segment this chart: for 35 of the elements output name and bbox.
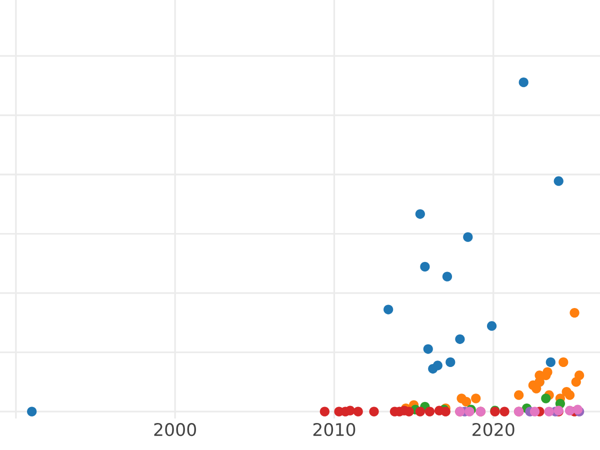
point <box>574 370 584 380</box>
point <box>541 394 551 404</box>
point <box>455 334 465 344</box>
point <box>518 78 528 88</box>
point <box>570 308 580 318</box>
point <box>424 406 435 416</box>
point <box>514 390 524 400</box>
point <box>27 406 37 416</box>
point <box>554 176 564 186</box>
point <box>462 396 472 407</box>
x-tick-label: 2010 <box>313 422 356 436</box>
point <box>353 406 363 416</box>
point <box>384 304 394 314</box>
point <box>463 232 473 242</box>
x-tick-label: 2000 <box>154 422 196 436</box>
point <box>558 357 568 368</box>
point <box>544 406 554 416</box>
point <box>500 406 510 416</box>
point <box>415 406 425 416</box>
point <box>564 406 575 416</box>
point <box>446 357 456 368</box>
point <box>320 406 330 416</box>
point <box>423 344 433 354</box>
point <box>546 357 556 368</box>
point <box>564 390 575 400</box>
point <box>428 364 438 374</box>
point <box>369 406 379 416</box>
point <box>530 406 540 416</box>
point <box>404 406 414 416</box>
x-tick-label: 2020 <box>472 422 514 436</box>
point <box>442 272 452 282</box>
point <box>415 209 425 219</box>
point <box>486 321 497 331</box>
point <box>471 394 481 404</box>
point <box>420 262 430 272</box>
